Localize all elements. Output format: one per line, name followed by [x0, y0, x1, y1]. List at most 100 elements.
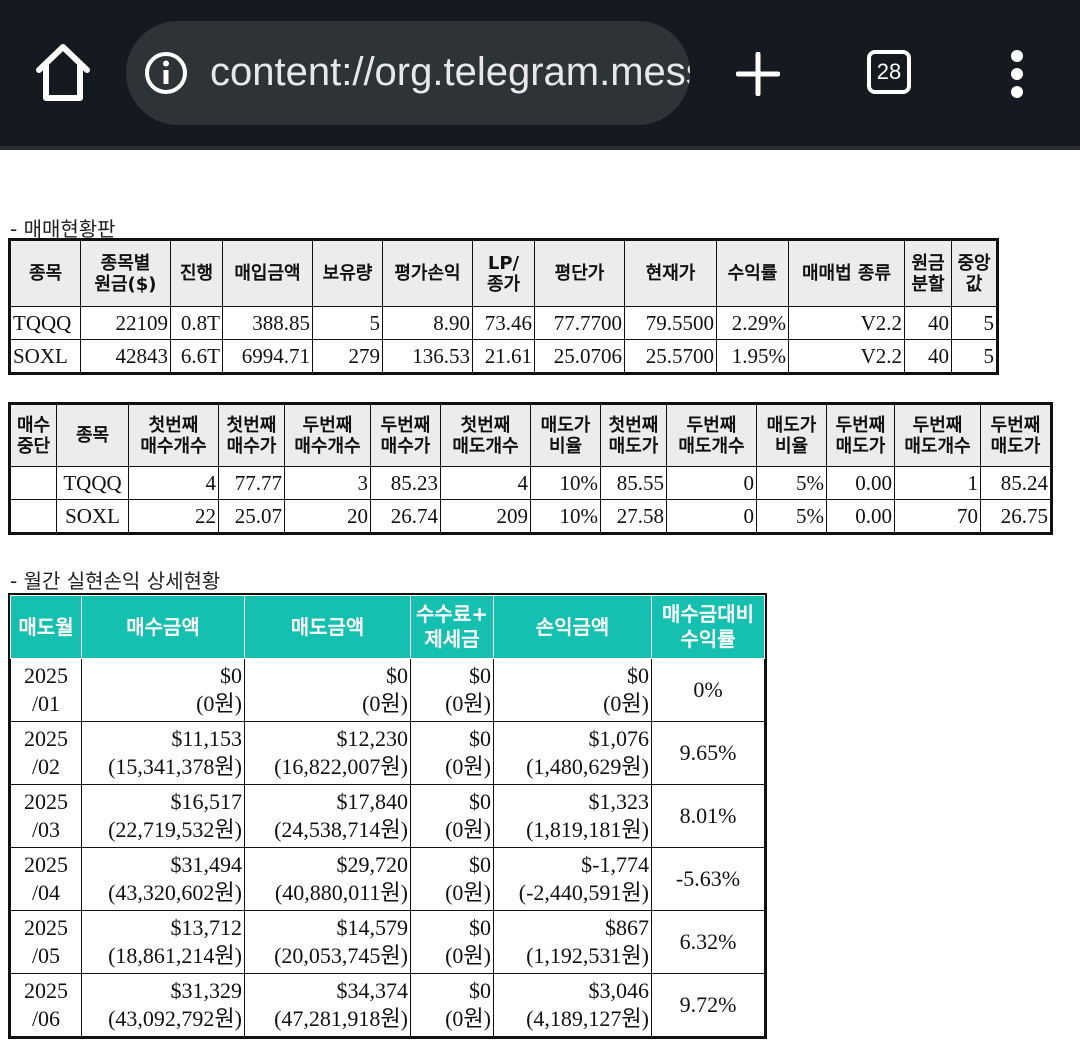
month-cell-line1: 2025	[24, 789, 68, 814]
tab-switcher-button[interactable]: 28	[867, 50, 911, 94]
t1-header-2: 진행	[170, 240, 223, 307]
table-cell: SOXL	[10, 339, 81, 373]
sell-amount-cell-line2: (40,880,011원)	[274, 880, 408, 905]
t2-header-line1: 두번째	[380, 414, 431, 436]
t2-header-line2: 매도개수	[452, 435, 519, 457]
t1-header-12: 중앙 값	[951, 240, 997, 307]
t1-header-1: 종목별 원금($)	[80, 240, 171, 307]
t1-header-line1: 종목별	[100, 252, 151, 274]
t3-header-line1: 매수금액	[126, 614, 200, 639]
t1-header-5: 평가손익	[382, 240, 473, 307]
table-cell: 27.58	[600, 499, 667, 533]
table-cell: 77.77	[218, 466, 285, 500]
t2-header-line2: 매수가	[380, 435, 431, 457]
table-cell: 21.61	[472, 339, 535, 373]
sell-amount-cell: $12,230 (16,822,007원)	[244, 721, 411, 785]
profit-loss-cell-line2: (1,192,531원)	[526, 943, 649, 968]
return-rate-cell-line1: 9.65%	[679, 740, 737, 765]
table-cell: 20	[284, 499, 371, 533]
home-icon[interactable]	[34, 42, 92, 104]
return-rate-cell: 8.01%	[651, 784, 765, 848]
return-rate-cell-line1: 9.72%	[679, 992, 737, 1017]
t2-header-line2: 매도가	[990, 435, 1041, 457]
month-cell: 2025/04	[10, 847, 82, 911]
buy-amount-cell-line1: $16,517	[170, 789, 243, 814]
buy-amount-cell: $31,494 (43,320,602원)	[81, 847, 245, 911]
buy-amount-cell: $16,517 (22,719,532원)	[81, 784, 245, 848]
t1-header-line1: LP/	[487, 252, 520, 274]
t2-header-line2: 매도개수	[904, 435, 971, 457]
t2-header-line2: 매도가	[835, 435, 886, 457]
profit-loss-cell: $-1,774 (-2,440,591원)	[493, 847, 652, 911]
url-text[interactable]: content://org.telegram.messenger	[210, 50, 690, 94]
table-cell: 4	[440, 466, 531, 500]
t1-header-4: 보유량	[312, 240, 383, 307]
month-cell-line1: 2025	[24, 726, 68, 751]
table-cell: 5%	[756, 499, 827, 533]
address-bar[interactable]: content://org.telegram.messenger	[126, 21, 690, 125]
new-tab-icon[interactable]	[736, 52, 780, 96]
fee-cell-line2: (0원)	[445, 691, 491, 716]
fee-cell: $0 (0원)	[410, 910, 494, 974]
buy-amount-cell: $11,153 (15,341,378원)	[81, 721, 245, 785]
table-cell: 25.07	[218, 499, 285, 533]
t1-header-line1: 매입금액	[234, 263, 301, 284]
buy-amount-cell-line2: (43,092,792원)	[108, 1006, 242, 1031]
buy-amount-cell-line2: (18,861,214원)	[108, 943, 242, 968]
fee-cell: $0 (0원)	[410, 658, 494, 722]
sell-amount-cell-line2: (20,053,745원)	[274, 943, 408, 968]
t1-header-7: 평단가	[534, 240, 625, 307]
t1-header-10: 매매법 종류	[788, 240, 905, 307]
buy-amount-cell: $13,712 (18,861,214원)	[81, 910, 245, 974]
fee-cell: $0 (0원)	[410, 847, 494, 911]
t2-header-line1: 매도가	[766, 414, 817, 436]
sell-amount-cell: $17,840 (24,538,714원)	[244, 784, 411, 848]
t1-header-line1: 진행	[179, 263, 214, 284]
fee-cell-line1: $0	[469, 726, 491, 751]
sell-amount-cell: $34,374 (47,281,918원)	[244, 973, 411, 1037]
month-cell-line2: /03	[31, 817, 61, 842]
sell-amount-cell-line2: (47,281,918원)	[274, 1006, 408, 1031]
month-cell-line1: 2025	[24, 663, 68, 688]
sell-amount-cell-line1: $12,230	[336, 726, 409, 751]
t3-header-4: 손익금액	[493, 595, 652, 659]
table-cell: V2.2	[788, 306, 905, 340]
table-cell: V2.2	[788, 339, 905, 373]
profit-loss-cell-line1: $1,076	[588, 726, 650, 751]
t2-header-10: 매도가 비율	[756, 404, 827, 467]
t2-header-line2: 비율	[774, 435, 809, 457]
table-cell	[10, 466, 57, 500]
t1-header-3: 매입금액	[222, 240, 313, 307]
month-cell: 2025/01	[10, 658, 82, 722]
return-rate-cell-line1: 6.32%	[679, 929, 737, 954]
overflow-menu-icon[interactable]	[1002, 50, 1032, 98]
profit-loss-cell-line2: (4,189,127원)	[526, 1006, 649, 1031]
t2-header-5: 두번째 매수가	[370, 404, 441, 467]
fee-cell-line1: $0	[469, 663, 491, 688]
table-cell: 40	[904, 306, 952, 340]
table-cell: 85.23	[370, 466, 441, 500]
table-cell: 1	[894, 466, 981, 500]
fee-cell: $0 (0원)	[410, 784, 494, 848]
fee-cell-line1: $0	[469, 852, 491, 877]
order-plan-table: 매수 중단 종목 첫번째 매수개수 첫번째 매수가 두번째 매수개수 두번째 매수가 첫번째 매도개수 매…	[8, 402, 1053, 535]
sell-amount-cell-line1: $17,840	[336, 789, 409, 814]
profit-loss-cell: $867 (1,192,531원)	[493, 910, 652, 974]
info-icon[interactable]	[144, 51, 188, 95]
sell-amount-cell-line1: $34,374	[336, 978, 409, 1003]
t3-header-line2: 수익률	[680, 627, 736, 651]
table-cell: 0	[666, 499, 757, 533]
t2-header-line2: 매수가	[226, 435, 277, 457]
table-cell: 10%	[530, 499, 601, 533]
return-rate-cell: 9.65%	[651, 721, 765, 785]
month-cell-line2: /06	[31, 1006, 61, 1031]
table-cell: 6994.71	[222, 339, 313, 373]
t3-header-3: 수수료+ 제세금	[410, 595, 494, 659]
t1-header-9: 수익률	[716, 240, 789, 307]
t3-header-line1: 매도금액	[290, 614, 365, 639]
return-rate-cell-line1: -5.63%	[675, 866, 741, 891]
profit-loss-cell: $1,323 (1,819,181원)	[493, 784, 652, 848]
t1-header-line1: 현재가	[645, 263, 696, 284]
table-cell: 6.6T	[170, 339, 223, 373]
t2-header-3: 첫번째 매수가	[218, 404, 285, 467]
